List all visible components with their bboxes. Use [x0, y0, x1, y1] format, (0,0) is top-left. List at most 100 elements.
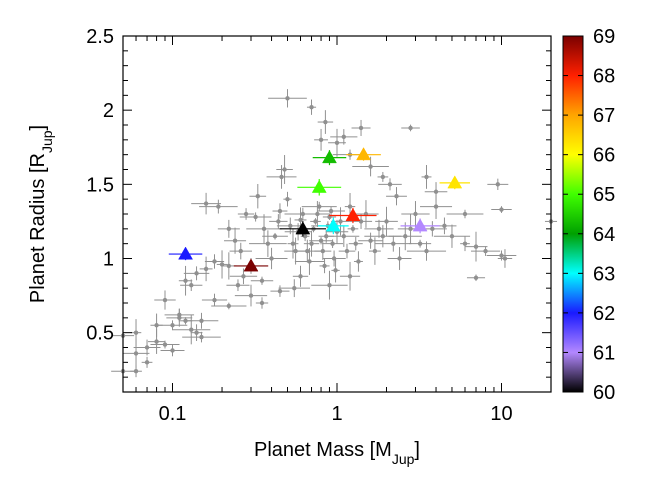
data-point: [276, 155, 293, 184]
x-axis-title-sub: Jup: [392, 451, 415, 467]
data-point: [150, 313, 163, 337]
highlighted-point: [329, 207, 377, 224]
data-point: [348, 237, 363, 251]
highlighted-point: [439, 175, 471, 190]
colorbar: [562, 35, 584, 393]
data-point: [216, 250, 228, 279]
highlighted-point: [168, 246, 203, 261]
highlighted-points: [168, 147, 471, 272]
y-tick-label: 2.5: [86, 26, 114, 48]
highlighted-point: [318, 217, 349, 235]
data-point: [269, 214, 288, 229]
data-point: [471, 246, 501, 256]
data-point: [491, 206, 512, 213]
data-point: [378, 178, 402, 191]
data-point: [287, 228, 299, 259]
data-point: [266, 165, 297, 189]
data-point: [122, 338, 150, 369]
data-point: [183, 266, 210, 281]
highlighted-point: [312, 150, 347, 166]
x-tick-label: 0.1: [159, 403, 187, 425]
data-point: [314, 242, 332, 260]
data-point: [497, 249, 513, 268]
data-point: [317, 110, 334, 134]
data-point: [388, 222, 422, 251]
data-point: [387, 247, 412, 270]
colorbar-ticks: 60 61 62 63 64 65 66 67 68 69: [563, 26, 615, 404]
data-point: [401, 201, 430, 227]
data-point: [283, 191, 292, 207]
data-point: [386, 187, 407, 206]
data-point: [226, 279, 250, 292]
data-point: [331, 258, 340, 283]
highlighted-point: [346, 147, 381, 161]
highlighted-point: [297, 179, 342, 196]
data-point: [234, 284, 268, 307]
data-point: [406, 241, 447, 261]
highlighted-point: [400, 218, 440, 234]
data-point: [237, 208, 255, 220]
data-point: [368, 237, 381, 265]
data-point: [351, 119, 371, 136]
data-point: [358, 232, 384, 249]
data-point: [211, 302, 247, 310]
data-point: [182, 331, 221, 343]
background-points: [111, 89, 558, 381]
y-tick-label: 1: [103, 249, 114, 271]
highlighted-point: [233, 258, 269, 272]
y-tick-label: 0.5: [86, 323, 114, 345]
data-point: [204, 254, 225, 269]
data-point: [178, 265, 193, 296]
data-point: [409, 239, 432, 248]
data-point: [300, 231, 310, 242]
data-point: [164, 308, 195, 322]
data-point: [199, 256, 213, 282]
colorbar-tick-label: 67: [593, 105, 615, 127]
data-point: [466, 274, 486, 282]
data-point: [325, 219, 349, 244]
data-point: [433, 224, 471, 248]
y-axis-title: Planet Radius [RJup]: [27, 125, 55, 303]
data-point: [249, 230, 287, 257]
data-point: [460, 236, 470, 252]
data-point: [322, 250, 346, 267]
data-point: [487, 178, 509, 191]
data-point: [262, 232, 288, 240]
data-point: [239, 212, 272, 222]
data-point: [150, 340, 180, 349]
data-point: [322, 239, 344, 248]
data-point: [301, 201, 337, 212]
data-point: [172, 315, 211, 345]
y-axis-title-sub: Jup: [39, 130, 55, 153]
y-tick-label: 1.5: [86, 174, 114, 196]
x-axis-title-close: ]: [414, 439, 420, 461]
data-point: [421, 165, 432, 189]
data-point: [339, 261, 361, 291]
data-point: [272, 203, 288, 219]
data-point: [268, 89, 307, 108]
data-point: [255, 247, 288, 270]
colorbar-tick-label: 63: [593, 263, 615, 285]
x-axis-ticks: 0.1 1 10: [122, 36, 552, 425]
data-point: [278, 279, 311, 298]
highlighted-point: [279, 221, 327, 237]
data-point: [319, 258, 330, 274]
x-axis-title-main: Planet Mass [M: [254, 439, 392, 461]
plot-frame: [122, 35, 552, 393]
data-point: [322, 213, 337, 220]
data-point: [199, 199, 238, 214]
data-point: [328, 225, 360, 247]
colorbar-tick-label: 60: [593, 382, 615, 404]
data-point: [353, 200, 379, 228]
data-point: [184, 312, 219, 329]
data-point: [304, 201, 330, 227]
data-point: [464, 231, 488, 262]
data-point: [375, 206, 398, 237]
data-point: [338, 243, 356, 259]
data-point: [270, 285, 290, 297]
data-point: [249, 184, 267, 209]
colorbar-tick-label: 64: [593, 224, 615, 246]
data-point: [201, 293, 228, 307]
data-point: [328, 128, 346, 157]
